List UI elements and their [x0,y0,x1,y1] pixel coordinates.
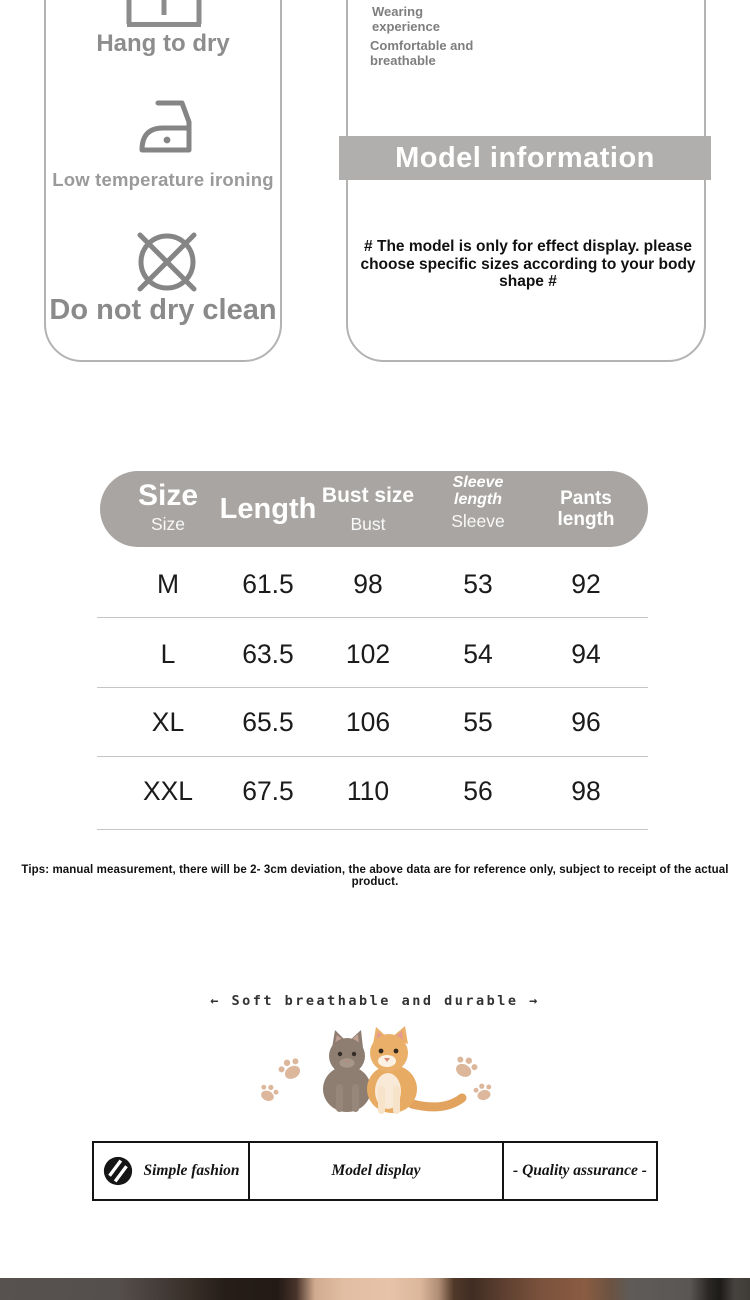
footer-cell-quality-assurance: - Quality assurance - [504,1143,656,1199]
iron-icon [139,100,192,153]
measurement-tips-text: Tips: manual measurement, there will be … [21,864,729,888]
comfortable-breathable-note: Comfortable and breathable [370,38,474,68]
grey-kitten [323,1030,371,1112]
row-divider [97,829,648,830]
slogan-text: ← Soft breathable and durable → [210,993,540,1009]
hang-to-dry-icon [126,0,202,27]
size-table-header-bust: Bust size Bust [321,484,415,534]
model-info-panel [346,0,706,362]
kittens-illustration [261,1026,492,1114]
paw-print-icon [261,1056,492,1101]
brand-logo-icon [104,1156,133,1186]
care-instructions-panel [44,0,282,362]
footer-label: - Quality assurance - [513,1162,647,1179]
wearing-experience-note: Wearing experience [372,4,440,34]
model-information-banner: Model information [339,136,711,180]
size-table-header-length: Length [219,493,317,525]
footer-cell-model-display: Model display [248,1143,504,1199]
care-label-low-temp-ironing: Low temperature ironing [52,169,274,190]
size-table-header [100,471,648,547]
row-divider [97,756,648,757]
row-divider [97,687,648,688]
model-disclaimer-text: # The model is only for effect display. … [360,238,696,290]
size-table-header-pants: Pants length [557,488,615,530]
footer-cell-simple-fashion: Simple fashion [94,1143,248,1199]
size-table-header-sleeve: Sleeve length Sleeve [451,474,505,531]
footer-label: Simple fashion [143,1162,240,1179]
row-divider [97,617,648,618]
care-label-hang-to-dry: Hang to dry [96,30,230,57]
footer-label: Model display [331,1162,421,1179]
size-table-header-size: Size Size [137,479,199,534]
model-photo-top-edge [0,1278,750,1300]
orange-kitten [367,1026,467,1114]
care-label-no-dry-clean: Do not dry clean [49,294,277,326]
footer-bar: Simple fashion Model display - Quality a… [92,1141,658,1201]
no-dry-clean-icon [137,232,197,292]
